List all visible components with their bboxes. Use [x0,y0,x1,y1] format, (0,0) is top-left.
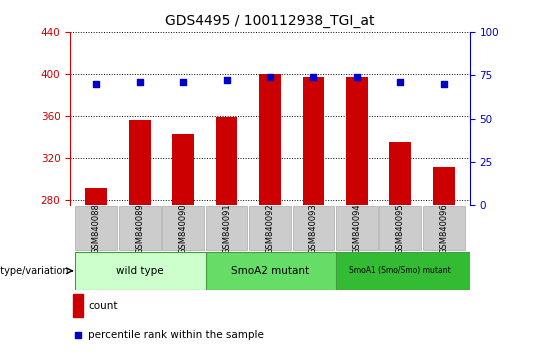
Point [440,81,448,87]
Bar [215,117,238,205]
Bar [389,142,411,205]
Bar [302,77,325,205]
Bar [206,252,376,290]
Text: SmoA1 (Smo/Smo) mutant: SmoA1 (Smo/Smo) mutant [349,266,451,275]
Bar [433,167,455,205]
Point [353,74,361,80]
Point [92,81,100,87]
Text: GSM840090: GSM840090 [179,203,187,254]
Text: percentile rank within the sample: percentile rank within the sample [89,330,264,341]
Text: GSM840095: GSM840095 [396,203,405,254]
Text: wild type: wild type [116,266,164,276]
Point [309,74,318,80]
Bar [346,77,368,205]
Bar [259,74,281,205]
Bar [336,252,507,290]
Text: GSM840096: GSM840096 [439,203,448,254]
Text: GSM840088: GSM840088 [92,203,101,254]
Bar [206,206,247,250]
Text: GSM840089: GSM840089 [135,203,144,254]
Bar [293,206,334,250]
Bar [73,295,83,317]
Bar [76,252,246,290]
Text: GSM840092: GSM840092 [266,203,274,254]
Bar [172,134,194,205]
Bar [336,206,377,250]
Point [396,79,404,85]
Bar [85,188,107,205]
Point [266,74,274,80]
Point [73,333,82,338]
Point [179,79,187,85]
Bar [380,206,421,250]
Bar [129,120,151,205]
Title: GDS4495 / 100112938_TGI_at: GDS4495 / 100112938_TGI_at [165,14,375,28]
Text: GSM840091: GSM840091 [222,203,231,254]
Point [222,78,231,83]
Text: GSM840094: GSM840094 [353,203,361,254]
Bar [163,206,204,250]
Text: genotype/variation: genotype/variation [0,266,69,276]
Point [136,79,144,85]
Bar [249,206,291,250]
Text: SmoA2 mutant: SmoA2 mutant [231,266,309,276]
Bar [119,206,160,250]
Text: GSM840093: GSM840093 [309,203,318,254]
Text: count: count [89,301,118,311]
Bar [423,206,464,250]
Bar [76,206,117,250]
